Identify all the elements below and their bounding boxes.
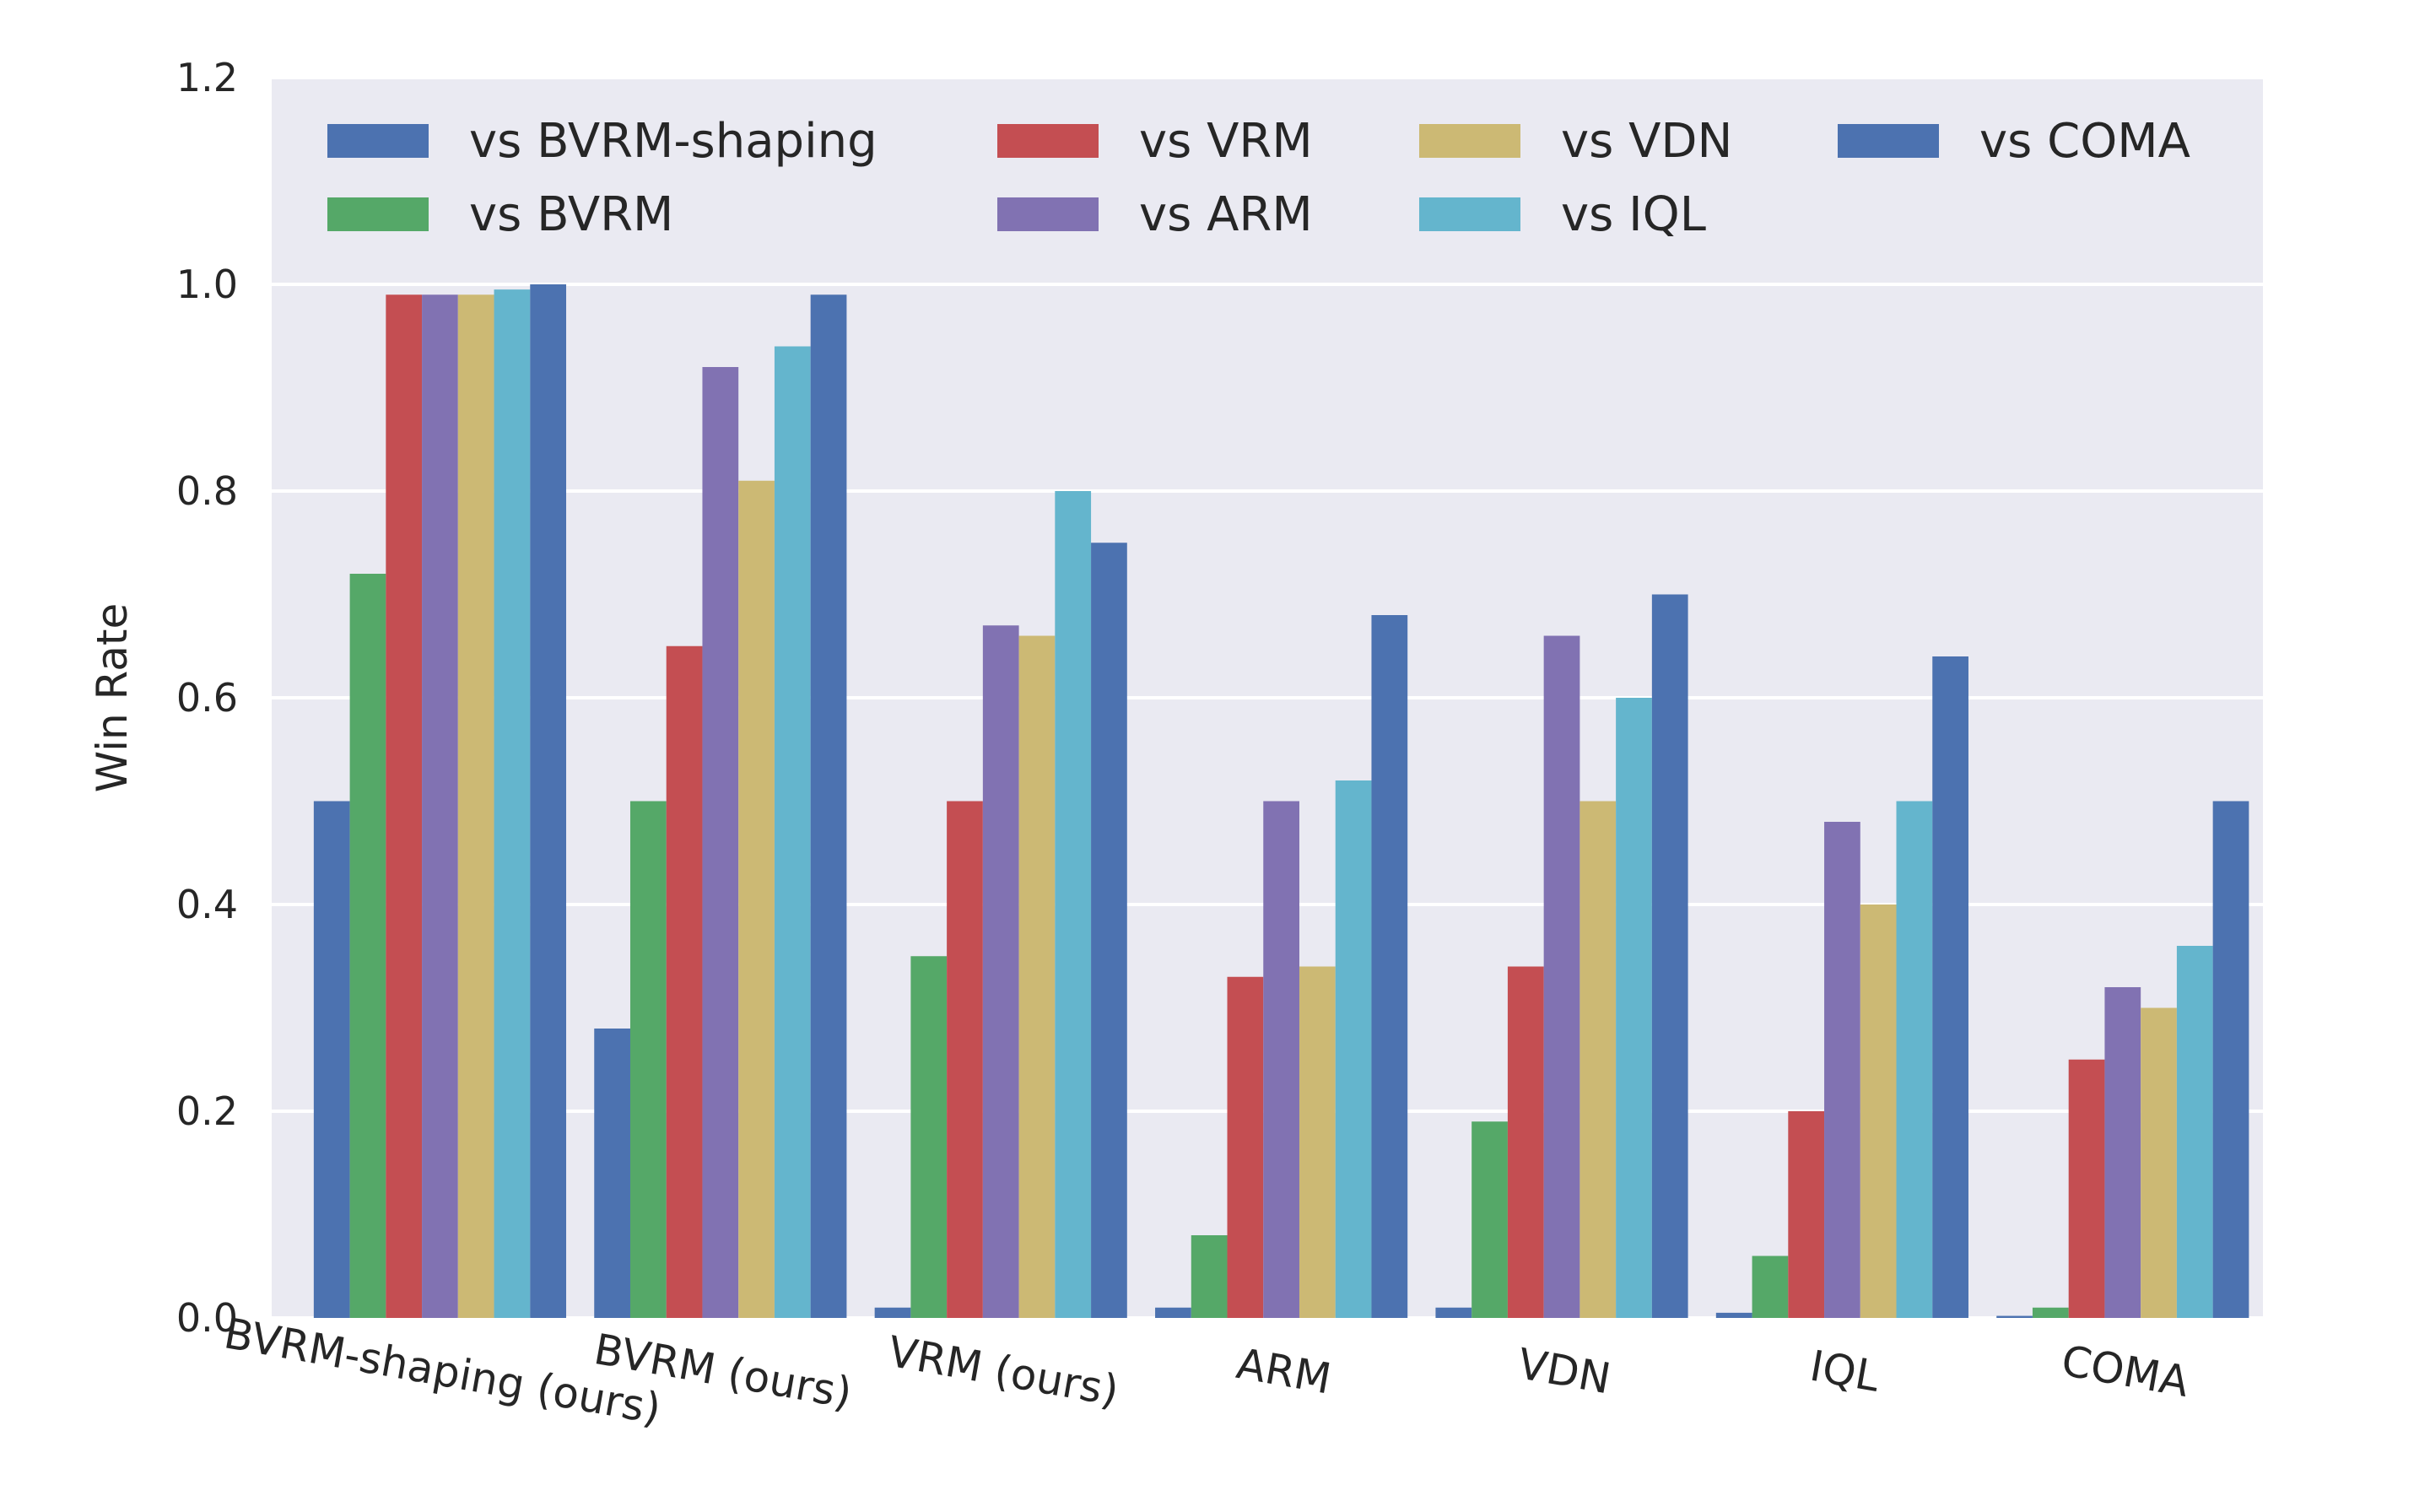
legend-item: vs COMA	[1838, 114, 2190, 169]
legend-swatch	[1838, 124, 1939, 158]
legend-label: vs COMA	[1979, 114, 2190, 169]
bar-6-6	[2212, 801, 2249, 1318]
bar-3-1	[702, 367, 739, 1318]
legend-swatch	[1419, 197, 1520, 231]
bar-4-3	[1299, 966, 1336, 1318]
x-tick-label: VRM (ours)	[884, 1327, 1122, 1416]
legend-item: vs ARM	[997, 187, 1313, 242]
legend-item: vs BVRM-shaping	[327, 114, 878, 169]
bar-2-0	[386, 294, 423, 1318]
legend-swatch	[1419, 124, 1520, 158]
y-tick-label: 0.0	[176, 1295, 238, 1341]
bar-2-3	[1227, 976, 1264, 1318]
bar-0-5	[1715, 1312, 1752, 1318]
bar-1-2	[910, 956, 948, 1318]
bar-6-5	[1932, 656, 1968, 1318]
bar-6-4	[1651, 594, 1688, 1318]
bar-5-6	[2176, 946, 2213, 1318]
legend-label: vs ARM	[1139, 187, 1313, 242]
bar-0-3	[1155, 1307, 1191, 1318]
bar-0-6	[1996, 1315, 2033, 1318]
bar-3-0	[422, 294, 458, 1318]
x-tick-label: VDN	[1515, 1339, 1615, 1403]
bar-5-5	[1896, 801, 1933, 1318]
bar-6-0	[530, 284, 567, 1318]
bar-1-4	[1472, 1121, 1508, 1318]
bar-0-0	[313, 801, 350, 1318]
y-tick-label: 0.8	[176, 468, 238, 514]
bar-5-0	[494, 289, 531, 1318]
bar-0-1	[594, 1029, 630, 1318]
bar-1-0	[349, 574, 386, 1318]
legend-item: vs IQL	[1419, 187, 1706, 242]
bar-5-2	[1055, 491, 1092, 1318]
x-tick-label: ARM	[1233, 1339, 1334, 1404]
bar-4-2	[1018, 635, 1056, 1318]
bar-5-1	[774, 346, 811, 1318]
bar-1-6	[2032, 1307, 2069, 1318]
bar-2-2	[947, 801, 983, 1318]
bar-3-2	[982, 625, 1019, 1318]
legend-label: vs VRM	[1139, 114, 1313, 169]
bar-4-5	[1860, 904, 1897, 1318]
legend-label: vs IQL	[1561, 187, 1706, 242]
bar-2-6	[2068, 1059, 2105, 1318]
y-tick-labels: 0.0 0.2 0.4 0.6 0.8 1.0 1.2	[176, 55, 238, 1341]
legend-label: vs VDN	[1561, 114, 1732, 169]
bar-3-4	[1543, 635, 1580, 1318]
bar-5-4	[1616, 698, 1652, 1318]
legend-swatch	[997, 197, 1099, 231]
bar-1-3	[1191, 1235, 1228, 1318]
bar-1-1	[629, 801, 667, 1318]
bar-6-1	[810, 294, 847, 1318]
x-tick-labels: BVRM-shaping (ours)BVRM (ours) VRM (ours)…	[220, 1309, 2192, 1434]
bar-1-5	[1752, 1256, 1789, 1318]
bar-4-1	[738, 480, 775, 1318]
legend-label: vs BVRM	[469, 187, 673, 242]
y-tick-label: 0.2	[176, 1088, 238, 1134]
y-axis-label: Win Rate	[88, 603, 137, 792]
bar-2-5	[1788, 1111, 1825, 1318]
bar-6-3	[1371, 615, 1408, 1318]
bar-2-4	[1507, 966, 1544, 1318]
bar-3-6	[2104, 987, 2141, 1318]
y-tick-label: 0.4	[176, 882, 238, 927]
bar-3-3	[1263, 801, 1299, 1318]
bar-2-1	[666, 645, 703, 1318]
legend-item: vs VRM	[997, 114, 1313, 169]
bars	[313, 284, 2249, 1318]
bar-3-5	[1824, 822, 1860, 1318]
legend-swatch	[327, 124, 429, 158]
bar-4-6	[2141, 1007, 2177, 1318]
bar-4-0	[457, 294, 494, 1318]
x-tick-label: IQL	[1806, 1342, 1883, 1401]
legend-item: vs VDN	[1419, 114, 1732, 169]
bar-6-2	[1091, 543, 1127, 1318]
y-tick-label: 0.6	[176, 675, 238, 721]
legend-swatch	[327, 197, 429, 231]
bar-4-4	[1580, 801, 1617, 1318]
y-tick-label: 1.0	[176, 262, 238, 307]
bar-0-4	[1435, 1307, 1472, 1318]
bar-5-3	[1335, 780, 1372, 1318]
y-tick-label: 1.2	[176, 55, 238, 100]
bar-0-2	[874, 1307, 911, 1318]
legend-swatch	[997, 124, 1099, 158]
legend-label: vs BVRM-shaping	[469, 114, 878, 169]
x-tick-label: COMA	[2058, 1336, 2192, 1407]
legend-item: vs BVRM	[327, 187, 673, 242]
legend: vs BVRM-shaping vs BVRM vs VRM vs ARM vs VDN…	[327, 114, 2190, 242]
